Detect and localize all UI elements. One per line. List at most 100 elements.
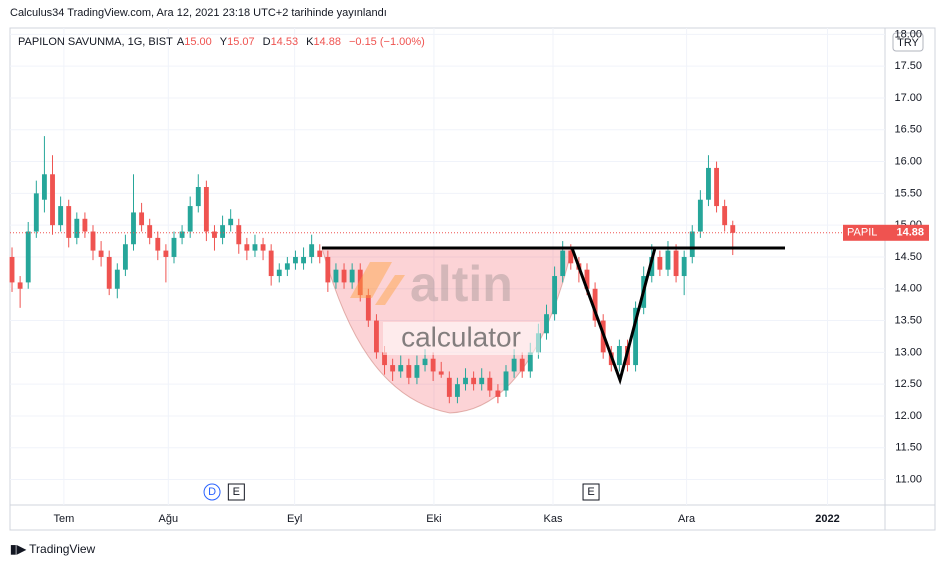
y-tick-label: 13.50 xyxy=(894,314,922,326)
candle-body xyxy=(422,358,428,366)
candle-body xyxy=(657,256,663,270)
watermark-box xyxy=(383,322,540,355)
candle-body xyxy=(722,206,728,226)
candle-body xyxy=(244,244,250,251)
x-tick-label: Tem xyxy=(53,513,74,525)
candle-body xyxy=(382,352,387,366)
y-tick-label: 14.50 xyxy=(894,251,922,263)
candle-body xyxy=(527,352,533,372)
candle-body xyxy=(203,187,209,232)
candle-body xyxy=(374,320,379,353)
brand-name: TradingView xyxy=(29,542,96,556)
ohlc-value: 15.00 xyxy=(184,36,212,48)
candle-body xyxy=(511,358,517,372)
candle-body xyxy=(689,231,695,257)
candle-body xyxy=(220,225,226,238)
candle-body xyxy=(33,193,39,232)
candle-body xyxy=(50,174,55,226)
candle-body xyxy=(74,218,80,238)
event-label: D xyxy=(208,486,216,498)
candle-body xyxy=(463,377,468,385)
candle-body xyxy=(552,276,558,315)
event-marker xyxy=(227,483,245,501)
chart: altin calculator TRY 11.00 11.50 12.00 12.5… xyxy=(9,27,936,531)
candle-body xyxy=(446,377,452,397)
candle-body xyxy=(9,256,15,283)
candle-body xyxy=(406,365,412,378)
candle-body xyxy=(560,250,566,277)
x-tick-label: Eyl xyxy=(287,513,302,525)
candle-body xyxy=(268,250,274,277)
x-tick-label: Ağu xyxy=(159,513,179,525)
candle-body xyxy=(284,263,290,270)
candle-body xyxy=(163,250,169,257)
published-note: Calculus34 TradingView.com, Ara 12, 2021… xyxy=(10,7,387,19)
candle-body xyxy=(414,365,420,378)
candle-body xyxy=(430,358,436,372)
y-tick-label: 11.50 xyxy=(895,442,922,454)
candle-body xyxy=(317,250,323,257)
candle-body xyxy=(333,269,339,283)
ohlc-label: K xyxy=(306,36,314,48)
candle-body xyxy=(584,269,590,289)
candle-body xyxy=(309,244,315,257)
currency: TRY xyxy=(897,37,919,49)
candle-body xyxy=(341,269,347,283)
candle-body xyxy=(171,237,177,257)
y-tick-label: 17.50 xyxy=(894,60,922,72)
candle-body xyxy=(706,167,711,200)
ohlc-label: A xyxy=(176,36,185,48)
x-tick-label: Kas xyxy=(543,513,562,525)
y-tick-label: 11.00 xyxy=(895,473,922,485)
y-tick-label: 15.50 xyxy=(894,187,922,199)
candle-body xyxy=(122,244,128,270)
ohlc-item: D14.53 xyxy=(263,36,302,48)
candle-body xyxy=(487,377,493,391)
y-tick-label: 17.00 xyxy=(894,92,922,104)
watermark-text: altin xyxy=(410,256,513,312)
candle-body xyxy=(25,231,31,283)
candle-body xyxy=(187,206,193,232)
candle-body xyxy=(155,237,161,251)
candle-body xyxy=(471,377,477,385)
symbol: PAPILON SAVUNMA, 1G, BIST xyxy=(18,36,173,48)
event-label: E xyxy=(587,486,594,498)
ohlc-value: 15.07 xyxy=(227,36,255,48)
y-tick-label: 14.00 xyxy=(894,283,922,295)
candle-body xyxy=(665,250,671,270)
event-marker xyxy=(203,483,221,501)
candle-body xyxy=(179,231,185,238)
y-tick-label: 12.50 xyxy=(894,378,922,390)
watermark-logo xyxy=(350,262,392,298)
candle-body xyxy=(714,167,719,207)
event-marker xyxy=(582,483,600,501)
ticker-label: PAPIL xyxy=(847,227,877,239)
candle-body xyxy=(697,199,703,232)
candle-body xyxy=(365,295,371,321)
candle-body xyxy=(98,250,104,257)
ohlc-label: Y xyxy=(219,36,228,48)
candle-body xyxy=(131,212,136,245)
candle-body xyxy=(252,244,258,251)
candle-body xyxy=(139,212,145,226)
candle-body xyxy=(90,231,96,251)
candle-body xyxy=(673,250,679,277)
candle-body xyxy=(195,187,201,207)
candle-body xyxy=(568,250,574,264)
last-price-tag xyxy=(843,224,929,241)
candle-body xyxy=(519,358,525,372)
candle-body xyxy=(82,218,88,232)
candle-body xyxy=(260,244,266,251)
candle-body xyxy=(681,256,687,277)
event-label: E xyxy=(233,486,240,498)
candle-body xyxy=(479,377,485,385)
candle-body xyxy=(544,314,549,334)
ohlc-item: A15.00 xyxy=(177,36,216,48)
last-price-label: 14.88 xyxy=(896,227,924,239)
candle-body xyxy=(17,282,23,289)
candle-body xyxy=(495,390,501,397)
y-tick-label: 16.50 xyxy=(894,124,922,136)
candle-body xyxy=(503,371,509,391)
candle-body xyxy=(349,269,355,283)
